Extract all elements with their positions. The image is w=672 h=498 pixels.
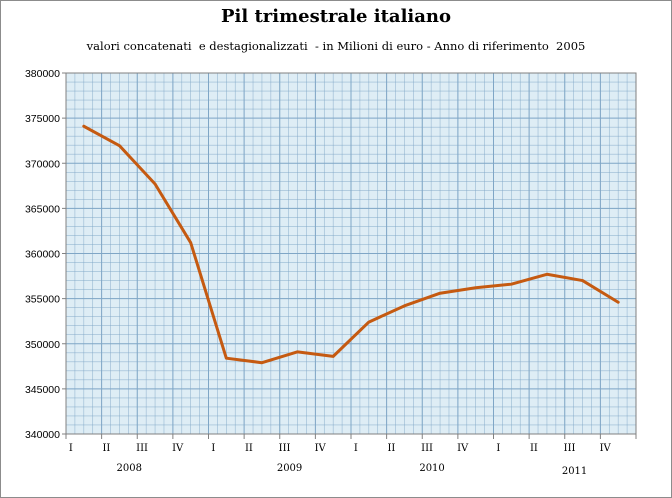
x-tick-label: I [354, 443, 358, 454]
data-point [225, 356, 228, 360]
y-tick-label: 340000 [25, 429, 60, 441]
y-tick-label: 370000 [25, 158, 60, 170]
y-tick-label: 365000 [25, 203, 60, 215]
x-tick-label: IV [315, 443, 327, 454]
y-tick-label: 345000 [25, 384, 60, 396]
data-point [118, 144, 121, 147]
x-tick-label: I [211, 443, 215, 454]
y-tick-label: 360000 [25, 249, 60, 261]
year-label: 2011 [562, 466, 587, 477]
y-tick-label: 355000 [25, 294, 60, 306]
data-point [616, 301, 620, 304]
data-point [438, 292, 442, 295]
data-point [367, 320, 371, 324]
x-tick-label: III [279, 443, 291, 454]
year-label: 2008 [117, 463, 142, 474]
data-point [581, 279, 584, 282]
x-tick-label: I [69, 443, 73, 454]
data-point [153, 182, 157, 186]
chart-subtitle: valori concatenati e destagionalizzati -… [86, 39, 586, 53]
x-tick-label: IV [457, 443, 469, 454]
data-point [296, 350, 299, 354]
data-point [474, 286, 477, 289]
data-point [510, 282, 513, 286]
series-line [82, 124, 620, 365]
y-tick-label: 350000 [25, 339, 60, 351]
x-tick-label: I [496, 443, 500, 454]
year-label: 2009 [277, 463, 302, 474]
y-tick-label: 380000 [25, 68, 60, 80]
x-tick-label: IV [172, 443, 184, 454]
x-tick-label: II [102, 443, 110, 454]
data-point [260, 361, 264, 364]
x-tick-label: III [564, 443, 576, 454]
x-tick-label: III [136, 443, 148, 454]
x-tick-label: II [245, 443, 253, 454]
data-point [545, 273, 549, 276]
year-label: 2010 [419, 463, 444, 474]
data-point [331, 355, 335, 358]
x-tick-label: II [530, 443, 538, 454]
x-tick-label: II [387, 443, 395, 454]
x-tick-label: III [421, 443, 433, 454]
chart-title: Pil trimestrale italiano [220, 6, 451, 27]
data-point [82, 125, 86, 128]
y-tick-label: 375000 [25, 113, 60, 125]
x-tick-label: IV [600, 443, 612, 454]
data-point [189, 241, 192, 244]
data-point [403, 304, 406, 308]
